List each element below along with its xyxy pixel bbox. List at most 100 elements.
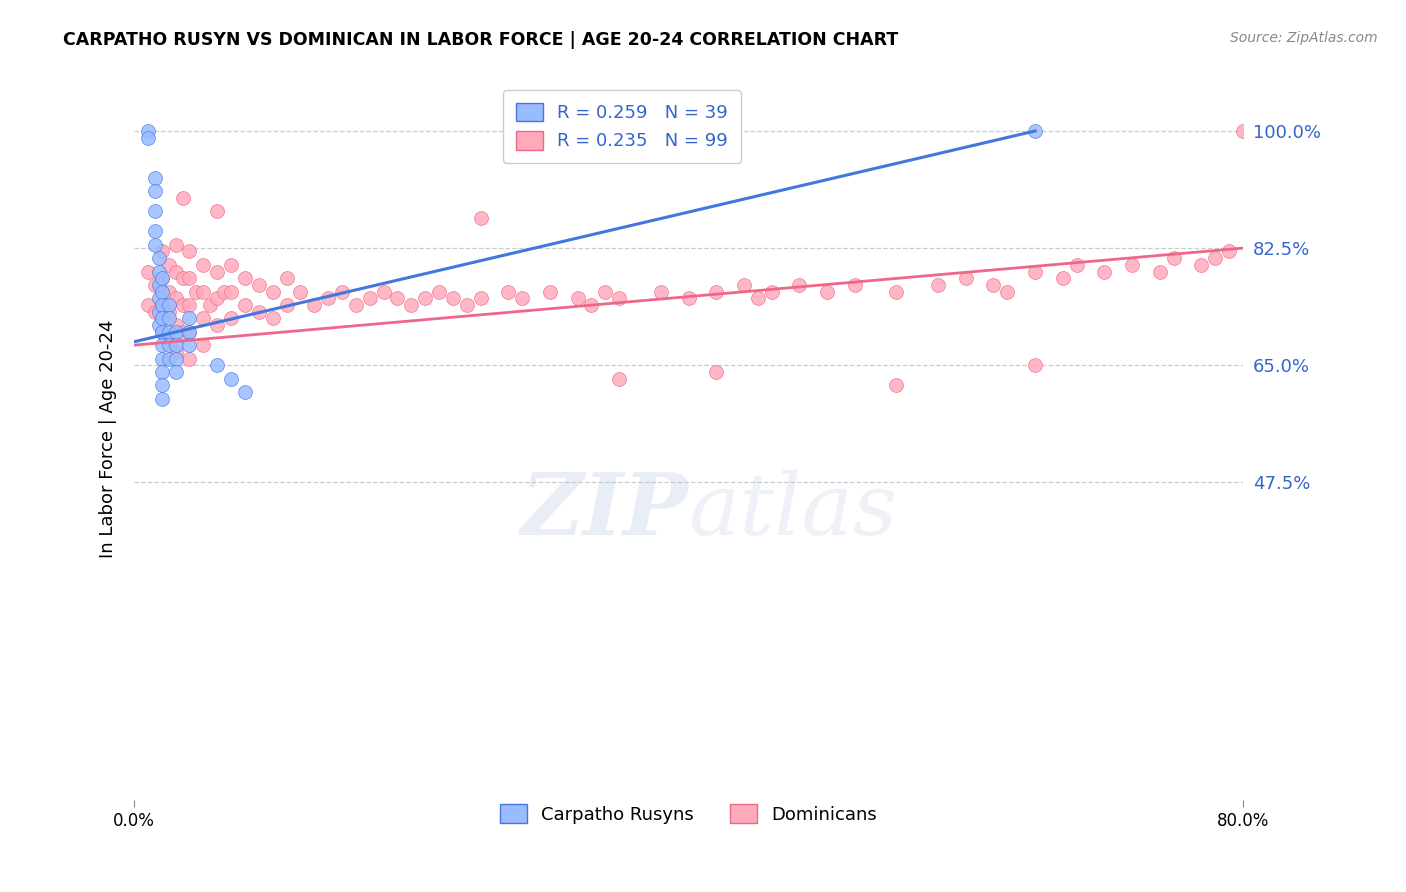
- Dominicans: [538, 285, 561, 299]
- Text: Source: ZipAtlas.com: Source: ZipAtlas.com: [1230, 31, 1378, 45]
- Dominicans: [470, 211, 492, 225]
- Dominicans: [995, 285, 1018, 299]
- Carpatho Rusyns: [143, 237, 166, 252]
- Dominicans: [179, 325, 201, 339]
- Dominicans: [733, 277, 755, 292]
- Dominicans: [179, 298, 201, 312]
- Carpatho Rusyns: [148, 264, 170, 278]
- Carpatho Rusyns: [219, 371, 242, 385]
- Carpatho Rusyns: [150, 378, 173, 392]
- Dominicans: [1232, 124, 1254, 138]
- Y-axis label: In Labor Force | Age 20-24: In Labor Force | Age 20-24: [100, 319, 117, 558]
- Dominicans: [1218, 244, 1240, 259]
- Carpatho Rusyns: [143, 184, 166, 198]
- Dominicans: [157, 304, 180, 318]
- Dominicans: [427, 285, 450, 299]
- Dominicans: [157, 258, 180, 272]
- Carpatho Rusyns: [136, 130, 159, 145]
- Dominicans: [607, 291, 630, 305]
- Dominicans: [157, 331, 180, 345]
- Carpatho Rusyns: [157, 338, 180, 352]
- Carpatho Rusyns: [165, 351, 187, 366]
- Dominicans: [401, 298, 423, 312]
- Dominicans: [316, 291, 339, 305]
- Dominicans: [886, 378, 908, 392]
- Dominicans: [441, 291, 464, 305]
- Carpatho Rusyns: [157, 325, 180, 339]
- Dominicans: [157, 285, 180, 299]
- Dominicans: [567, 291, 589, 305]
- Carpatho Rusyns: [150, 298, 173, 312]
- Dominicans: [165, 264, 187, 278]
- Dominicans: [172, 325, 194, 339]
- Carpatho Rusyns: [233, 384, 256, 399]
- Carpatho Rusyns: [136, 124, 159, 138]
- Dominicans: [179, 244, 201, 259]
- Carpatho Rusyns: [157, 311, 180, 326]
- Dominicans: [344, 298, 367, 312]
- Dominicans: [373, 285, 395, 299]
- Carpatho Rusyns: [148, 291, 170, 305]
- Dominicans: [456, 298, 478, 312]
- Carpatho Rusyns: [143, 204, 166, 219]
- Dominicans: [470, 291, 492, 305]
- Carpatho Rusyns: [150, 325, 173, 339]
- Dominicans: [205, 318, 228, 332]
- Dominicans: [172, 191, 194, 205]
- Dominicans: [233, 298, 256, 312]
- Carpatho Rusyns: [148, 318, 170, 332]
- Dominicans: [844, 277, 866, 292]
- Dominicans: [179, 271, 201, 285]
- Dominicans: [1024, 358, 1046, 372]
- Dominicans: [927, 277, 949, 292]
- Dominicans: [595, 285, 617, 299]
- Dominicans: [165, 318, 187, 332]
- Text: ZIP: ZIP: [520, 469, 689, 553]
- Carpatho Rusyns: [150, 392, 173, 406]
- Dominicans: [150, 298, 173, 312]
- Dominicans: [607, 371, 630, 385]
- Dominicans: [276, 271, 298, 285]
- Dominicans: [143, 304, 166, 318]
- Dominicans: [193, 338, 215, 352]
- Dominicans: [1163, 251, 1185, 265]
- Dominicans: [172, 298, 194, 312]
- Dominicans: [247, 277, 270, 292]
- Dominicans: [510, 291, 533, 305]
- Dominicans: [302, 298, 325, 312]
- Dominicans: [1189, 258, 1212, 272]
- Dominicans: [1149, 264, 1171, 278]
- Dominicans: [955, 271, 977, 285]
- Carpatho Rusyns: [150, 351, 173, 366]
- Dominicans: [1024, 264, 1046, 278]
- Carpatho Rusyns: [150, 285, 173, 299]
- Dominicans: [193, 258, 215, 272]
- Dominicans: [165, 237, 187, 252]
- Carpatho Rusyns: [143, 224, 166, 238]
- Dominicans: [747, 291, 769, 305]
- Dominicans: [387, 291, 409, 305]
- Dominicans: [172, 271, 194, 285]
- Dominicans: [219, 285, 242, 299]
- Dominicans: [200, 298, 222, 312]
- Carpatho Rusyns: [150, 365, 173, 379]
- Dominicans: [789, 277, 811, 292]
- Legend: Carpatho Rusyns, Dominicans: Carpatho Rusyns, Dominicans: [489, 794, 889, 835]
- Dominicans: [330, 285, 353, 299]
- Dominicans: [1052, 271, 1074, 285]
- Dominicans: [262, 311, 284, 326]
- Dominicans: [150, 271, 173, 285]
- Carpatho Rusyns: [165, 325, 187, 339]
- Dominicans: [205, 291, 228, 305]
- Dominicans: [498, 285, 520, 299]
- Dominicans: [247, 304, 270, 318]
- Dominicans: [1066, 258, 1088, 272]
- Dominicans: [150, 325, 173, 339]
- Dominicans: [581, 298, 603, 312]
- Dominicans: [1121, 258, 1143, 272]
- Dominicans: [233, 271, 256, 285]
- Carpatho Rusyns: [179, 338, 201, 352]
- Dominicans: [179, 351, 201, 366]
- Carpatho Rusyns: [148, 277, 170, 292]
- Dominicans: [136, 264, 159, 278]
